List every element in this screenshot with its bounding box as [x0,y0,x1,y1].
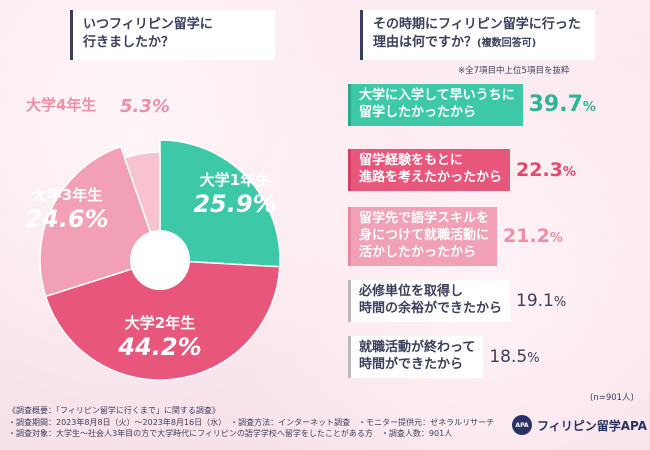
pie-value-3: 24.6% [25,205,108,233]
footer-line1: 《調査概要：「フィリピン留学に行くまで」に関する調査》 [8,406,220,415]
pie-value-2: 44.2% [117,333,201,361]
footer-line3: ・調査対象：大学生～社会人3年目の方で大学時代にフィリピンの語学学校へ留学をした… [8,429,453,439]
reason-label-2: 留学経験をもとに 進路を考えたかったから [348,149,511,191]
left-question-box: いつフィリピン留学に 行きましたか？ [70,10,275,60]
reason-percent-4: 19.1% [516,290,567,311]
pie-slice-3 [39,145,161,298]
reason-label-4: 必修単位を取得し 時間の余裕ができたから [348,280,511,322]
brand-logo: APA フィリピン留学APA [512,415,647,435]
pie-label-4: 大学4年生 [26,96,96,114]
reason-item-5: 就職活動が終わって 時間ができたから 18.5% [348,336,540,378]
reason-label-3: 留学先で語学スキルを 身につけて就職活動に 活かしたかったから [348,207,498,266]
right-question-line1: その時期にフィリピン留学に行った [373,17,581,32]
pie-label-1: 大学1年生 [200,171,270,189]
reason-item-2: 留学経験をもとに 進路を考えたかったから 22.3% [348,149,576,191]
reason-item-3: 留学先で語学スキルを 身につけて就職活動に 活かしたかったから 21.2% [348,207,563,266]
pie-slice-1 [159,139,281,268]
right-question-sub: (複数回答可) [477,37,537,49]
reason-percent-3: 21.2% [503,225,563,248]
right-question-box: その時期にフィリピン留学に行った 理由は何ですか？(複数回答可) [360,10,595,60]
pie-center-hole [130,230,190,290]
right-question-line2: 理由は何ですか？ [373,34,478,50]
reason-percent-5: 18.5% [489,346,540,367]
reason-label-1: 大学に入学して早いうちに 留学したかったから [348,84,523,126]
sample-size: (n=901人) [590,393,634,403]
pie-value-4: 5.3% [120,96,170,117]
pie-label-3: 大学3年生 [32,186,102,204]
reason-percent-2: 22.3% [516,158,576,181]
pie-value-1: 25.9% [193,190,276,218]
note-text: ※全7項目中上位5項目を抜粋 [458,66,570,76]
reason-percent-1: 39.7% [528,92,596,118]
reason-item-1: 大学に入学して早いうちに 留学したかったから 39.7% [348,84,596,126]
logo-text: フィリピン留学APA [537,418,648,433]
pie-label-2: 大学2年生 [125,314,195,332]
reason-label-5: 就職活動が終わって 時間ができたから [348,336,484,378]
reason-item-4: 必修単位を取得し 時間の余裕ができたから 19.1% [348,280,566,322]
left-question-line1: いつフィリピン留学に [83,17,213,32]
left-question-line2: 行きましたか？ [83,34,175,50]
footer-line2: ・調査期間：2023年8月8日（火）～2023年8月16日（水） ・調査方法：イン… [8,417,495,427]
logo-mark-icon: APA [512,415,532,435]
survey-footer: 《調査概要：「フィリピン留学に行くまで」に関する調査》 ・調査期間：2023年8… [8,405,508,440]
pie-slice-2 [44,259,281,381]
